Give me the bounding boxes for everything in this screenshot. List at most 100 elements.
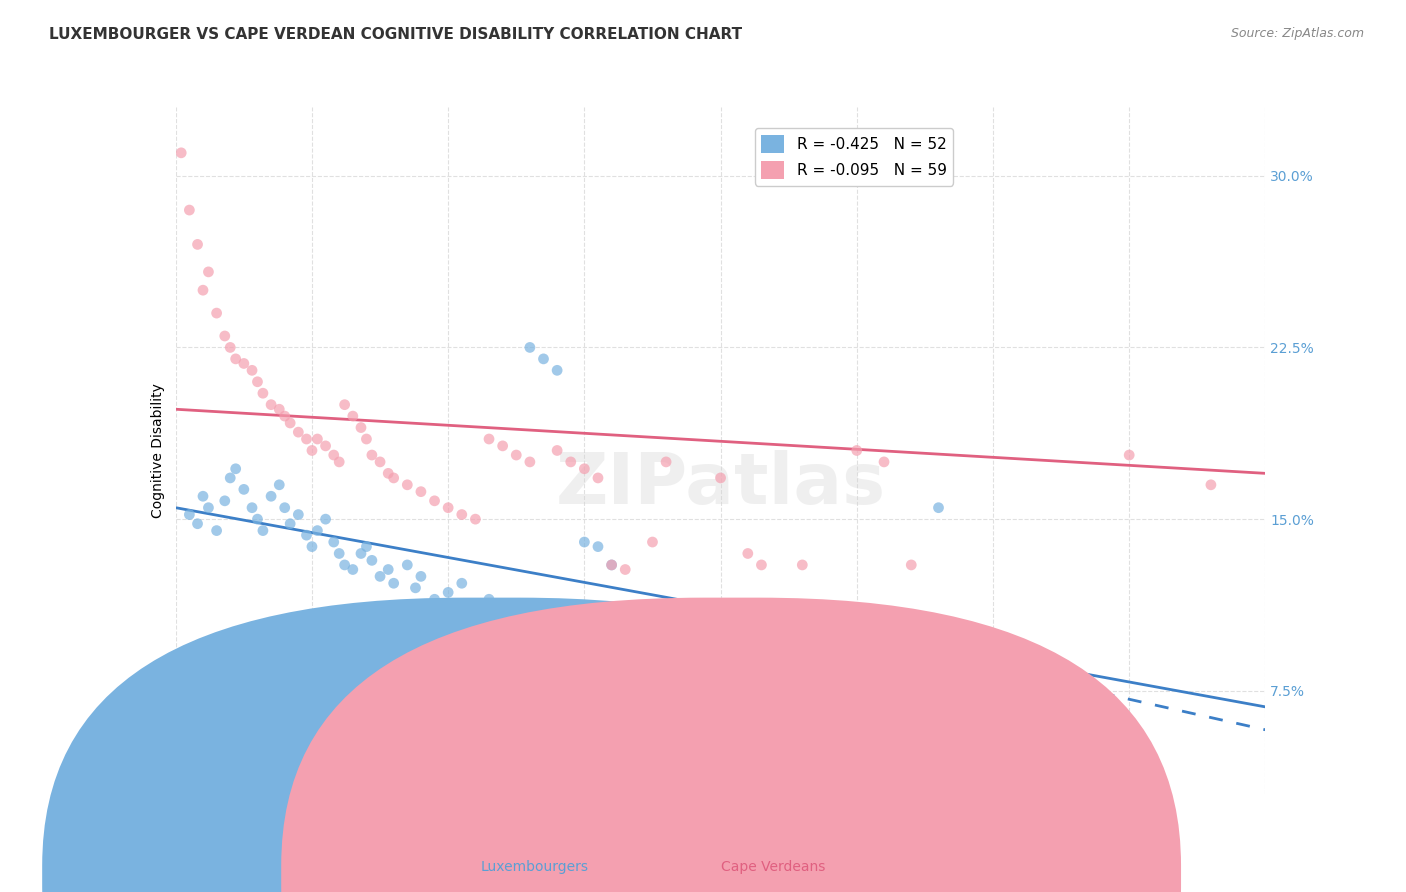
Point <box>382 576 405 591</box>
Point <box>322 448 344 462</box>
Point <box>600 558 623 572</box>
Point <box>641 535 664 549</box>
Point <box>368 569 391 583</box>
Point <box>396 558 419 572</box>
Point <box>278 516 301 531</box>
Point <box>315 512 337 526</box>
Point <box>792 558 814 572</box>
Point <box>396 478 419 492</box>
Point <box>519 340 541 354</box>
Point <box>328 455 350 469</box>
Point <box>197 500 219 515</box>
Point <box>225 351 247 366</box>
Point <box>342 562 364 576</box>
Point <box>333 398 356 412</box>
Point <box>1118 448 1140 462</box>
Point <box>197 265 219 279</box>
Point <box>252 524 274 538</box>
Point <box>252 386 274 401</box>
Point <box>170 145 193 160</box>
Point <box>450 508 472 522</box>
Point <box>260 398 283 412</box>
Point <box>214 493 236 508</box>
Point <box>219 471 242 485</box>
Point <box>214 329 236 343</box>
Point <box>232 356 254 370</box>
Point <box>328 546 350 561</box>
Point <box>546 443 568 458</box>
Point <box>278 416 301 430</box>
Point <box>464 512 486 526</box>
Text: ZIPatlas: ZIPatlas <box>555 450 886 519</box>
Point <box>437 585 460 599</box>
Point <box>368 455 391 469</box>
Point <box>464 599 486 614</box>
Text: Source: ZipAtlas.com: Source: ZipAtlas.com <box>1230 27 1364 40</box>
Point <box>225 462 247 476</box>
Point <box>600 558 623 572</box>
Point <box>655 455 678 469</box>
Point <box>350 420 373 434</box>
Point <box>437 500 460 515</box>
Point <box>1063 764 1085 778</box>
Point <box>186 516 209 531</box>
Text: Cape Verdeans: Cape Verdeans <box>721 860 825 874</box>
Text: 0.0%: 0.0% <box>159 783 193 797</box>
Point <box>240 500 263 515</box>
Point <box>450 576 472 591</box>
Point <box>478 592 501 607</box>
Point <box>315 439 337 453</box>
Point <box>845 443 868 458</box>
Point <box>586 540 609 554</box>
Point <box>356 540 378 554</box>
Point <box>191 283 214 297</box>
Point <box>614 562 637 576</box>
Point <box>274 500 297 515</box>
Point <box>205 306 228 320</box>
Point <box>377 467 399 481</box>
Point <box>360 448 382 462</box>
Y-axis label: Cognitive Disability: Cognitive Disability <box>152 383 166 518</box>
Point <box>360 553 382 567</box>
Point <box>179 203 201 218</box>
Point <box>287 425 309 439</box>
Point <box>900 558 922 572</box>
Point <box>505 448 527 462</box>
Text: LUXEMBOURGER VS CAPE VERDEAN COGNITIVE DISABILITY CORRELATION CHART: LUXEMBOURGER VS CAPE VERDEAN COGNITIVE D… <box>49 27 742 42</box>
Point <box>377 562 399 576</box>
Point <box>533 351 555 366</box>
Point <box>710 706 733 721</box>
Point <box>246 375 269 389</box>
Point <box>710 471 733 485</box>
Point <box>301 443 323 458</box>
Point <box>260 489 283 503</box>
Point <box>246 512 269 526</box>
Point <box>546 363 568 377</box>
Point <box>287 508 309 522</box>
Point <box>409 484 432 499</box>
Point <box>333 558 356 572</box>
Point <box>492 439 515 453</box>
Point <box>574 462 596 476</box>
Point <box>295 528 318 542</box>
Point <box>301 540 323 554</box>
Point <box>492 608 515 623</box>
Point <box>307 524 329 538</box>
Point <box>191 489 214 503</box>
Point <box>307 432 329 446</box>
Point <box>240 363 263 377</box>
Point <box>1199 478 1222 492</box>
Point <box>232 483 254 497</box>
Point <box>356 432 378 446</box>
Point <box>560 455 582 469</box>
Point <box>269 478 291 492</box>
Point <box>478 432 501 446</box>
Point <box>873 455 896 469</box>
Point <box>737 546 759 561</box>
Point <box>179 508 201 522</box>
Point <box>423 592 446 607</box>
Point <box>900 665 922 680</box>
Point <box>322 535 344 549</box>
Point <box>342 409 364 424</box>
Point <box>723 718 745 732</box>
